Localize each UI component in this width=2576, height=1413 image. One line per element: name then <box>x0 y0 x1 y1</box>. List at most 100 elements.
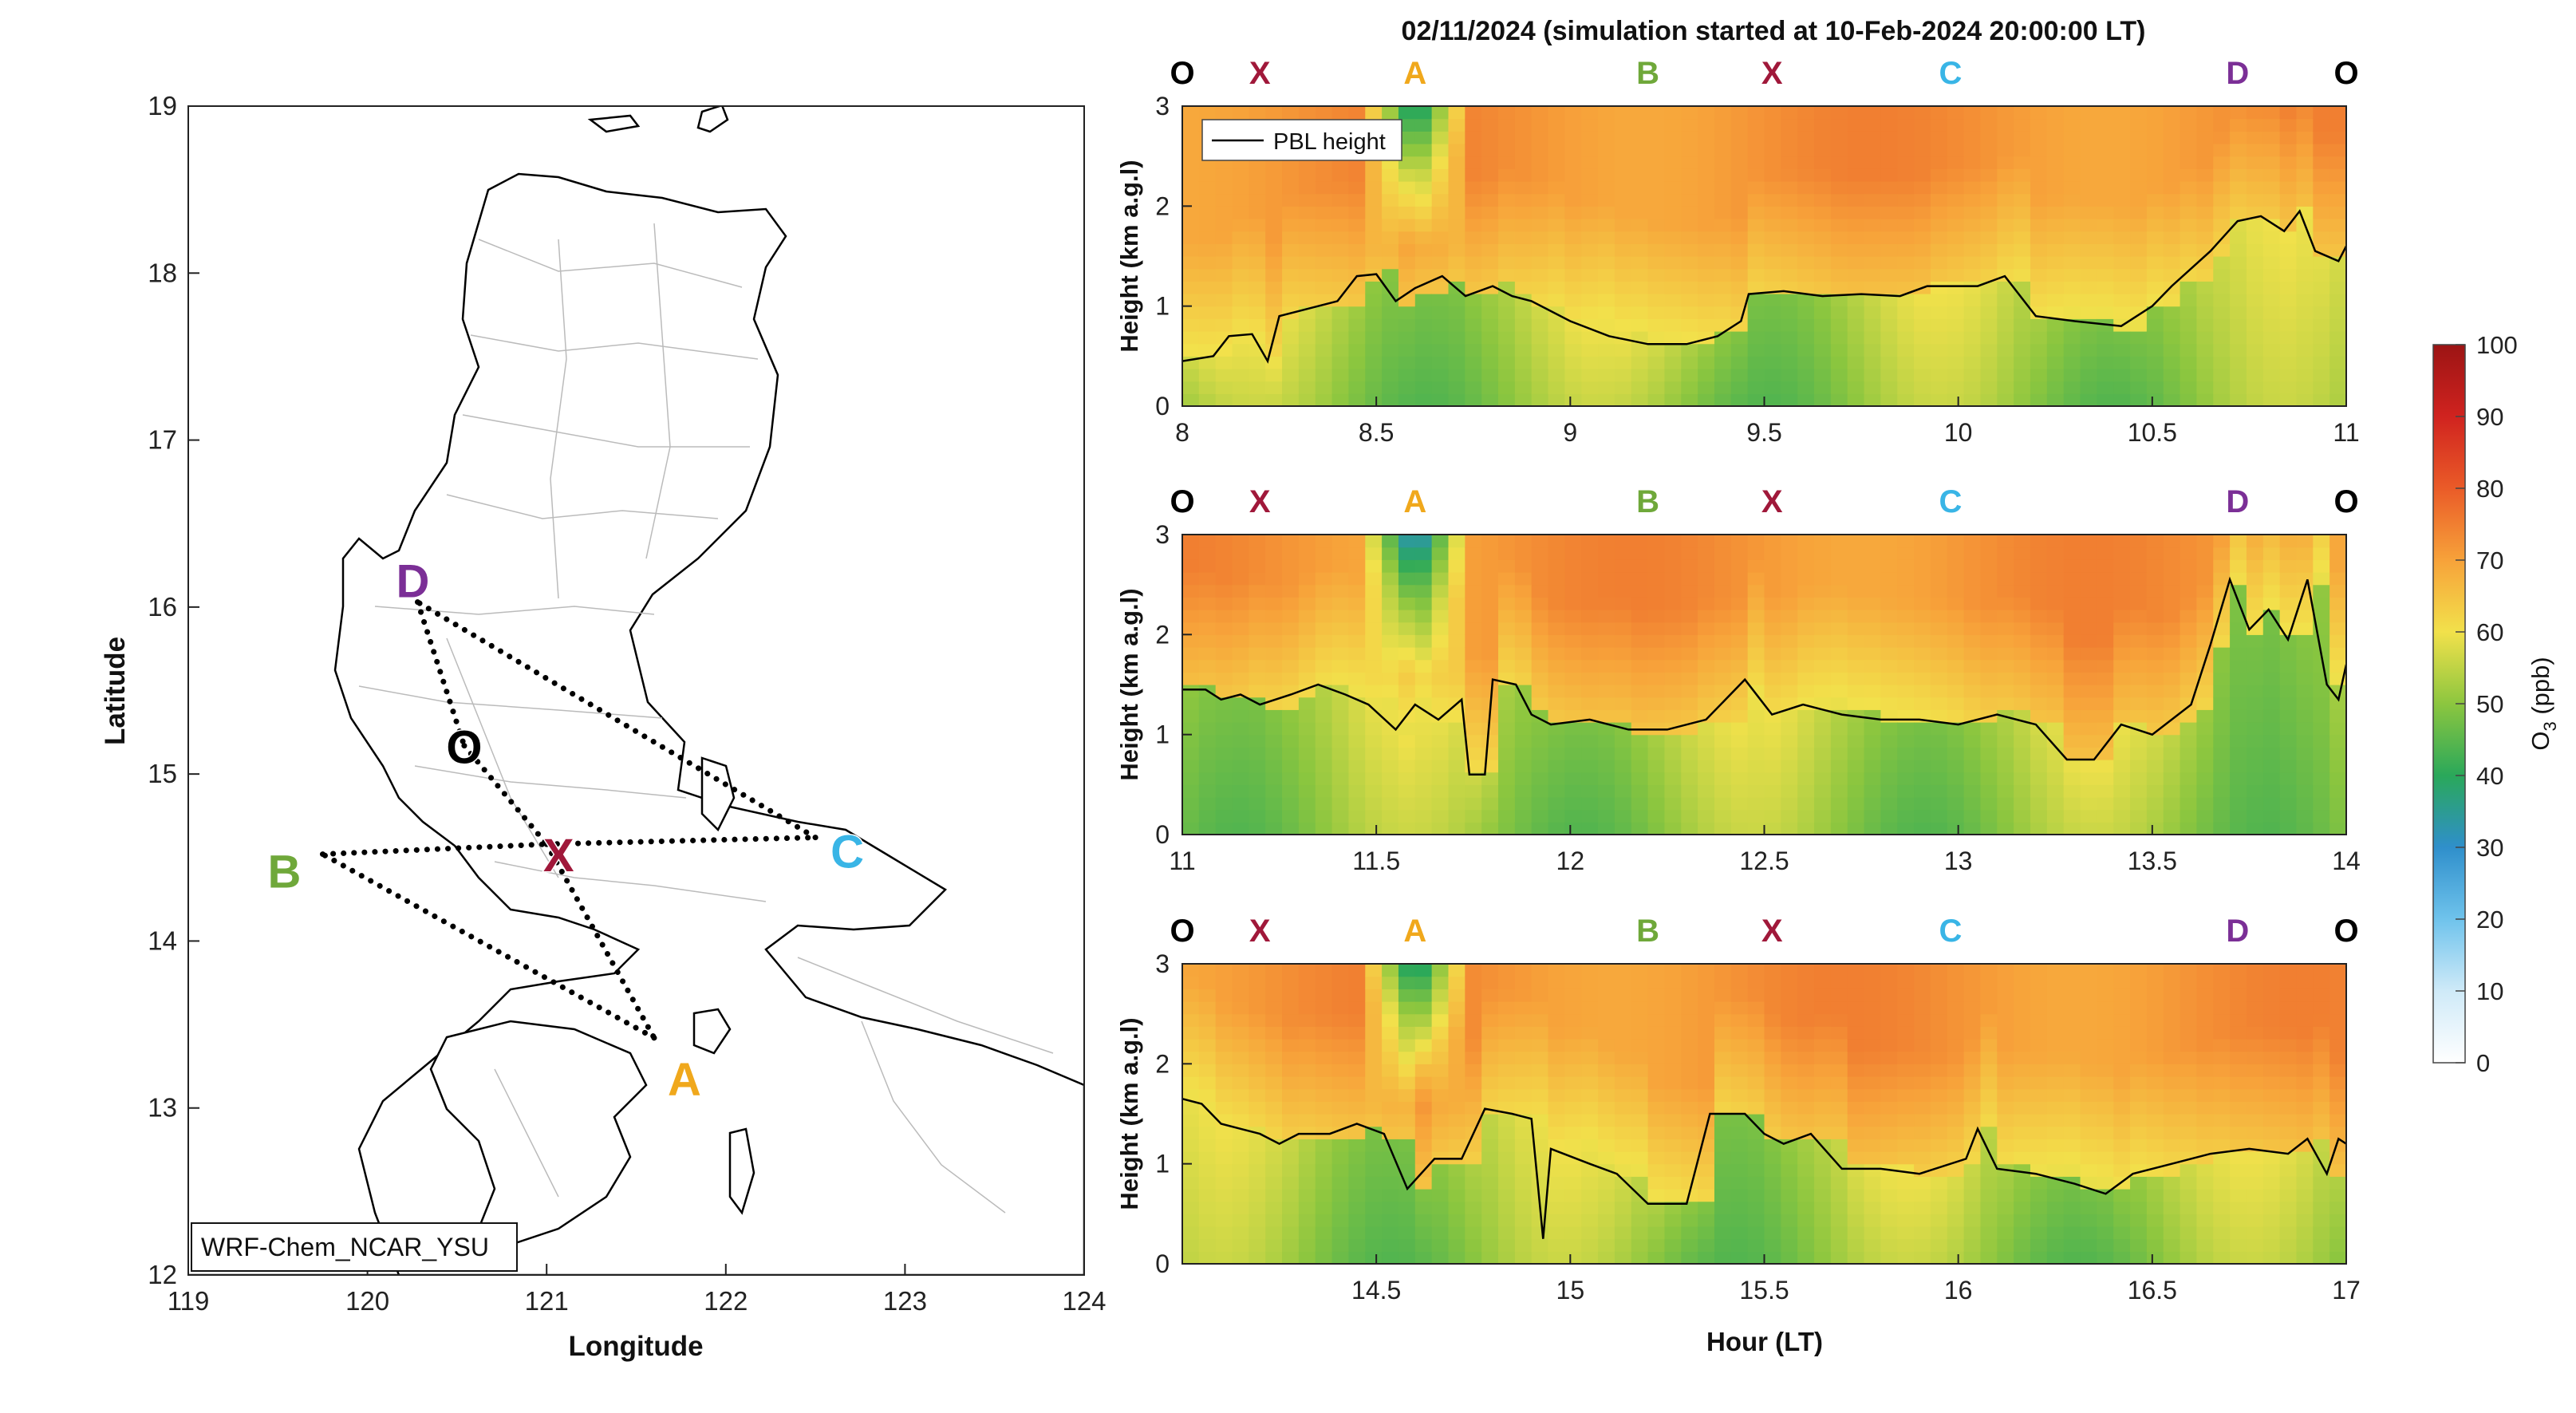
ozone-cell <box>1897 1001 1915 1015</box>
ozone-cell <box>1315 1151 1333 1165</box>
ozone-cell <box>2146 1013 2164 1027</box>
ozone-cell <box>1631 659 1649 673</box>
ozone-cell <box>1548 760 1565 773</box>
ozone-cell <box>1398 206 1416 219</box>
ozone-cell <box>1249 306 1266 319</box>
ozone-cell <box>2113 1126 2131 1139</box>
ozone-cell <box>1864 1001 1881 1015</box>
ozone-cell <box>1331 1076 1350 1090</box>
ozone-cell <box>1714 131 1732 144</box>
ozone-cell <box>2246 343 2264 357</box>
ozone-cell <box>1947 181 1965 195</box>
ozone-cell <box>2262 318 2281 332</box>
ozone-cell <box>1980 1051 1998 1064</box>
ozone-cell <box>2296 369 2314 382</box>
ozone-cell <box>1764 118 1781 132</box>
ozone-cell <box>2180 156 2198 169</box>
ozone-cell <box>1647 1076 1666 1090</box>
ozone-cell <box>1548 256 1565 270</box>
ozone-cell <box>1514 809 1533 823</box>
ozone-cell <box>1880 181 1898 195</box>
ozone-cell <box>1897 1039 1915 1052</box>
ozone-cell <box>1631 797 1649 811</box>
ozone-cell <box>1182 306 1200 319</box>
ozone-cell <box>1598 1064 1615 1077</box>
ozone-cell <box>2080 1139 2097 1152</box>
ozone-cell <box>1548 1201 1565 1214</box>
ozone-cell <box>2296 734 2314 748</box>
ozone-cell <box>1797 1163 1815 1177</box>
ozone-cell <box>1348 747 1366 760</box>
ozone-cell <box>1531 597 1549 610</box>
ozone-cell <box>1947 1139 1965 1152</box>
ozone-cell <box>2130 672 2148 685</box>
ozone-cell <box>1698 1051 1715 1064</box>
ozone-cell <box>1531 1064 1549 1077</box>
ozone-cell <box>2329 559 2346 573</box>
ozone-cell <box>1714 1201 1732 1214</box>
ozone-cell <box>1864 206 1881 219</box>
ozone-cell <box>1814 1076 1832 1090</box>
ozone-cell <box>2180 381 2198 394</box>
ozone-cell <box>1698 772 1715 785</box>
ozone-cell <box>2014 1139 2031 1152</box>
ozone-cell <box>1249 1013 1266 1027</box>
ozone-cell <box>2230 256 2247 270</box>
ozone-cell <box>2063 1101 2081 1115</box>
ozone-cell <box>2030 343 2048 357</box>
ozone-cell <box>1448 572 1466 586</box>
ozone-cell <box>2063 809 2081 823</box>
ozone-cell <box>1598 709 1615 723</box>
ozone-cell <box>1880 131 1898 144</box>
ozone-cell <box>1764 697 1781 710</box>
ozone-cell <box>2180 1064 2198 1077</box>
ozone-cell <box>1864 709 1881 723</box>
ozone-cell <box>1581 1039 1599 1052</box>
ozone-cell <box>1647 1151 1666 1165</box>
ozone-cell <box>1365 1064 1383 1077</box>
ozone-cell <box>1382 1226 1399 1240</box>
ozone-cell <box>2180 219 2198 232</box>
ozone-cell <box>2313 559 2330 573</box>
ozone-cell <box>2146 784 2164 798</box>
ozone-cell <box>1864 964 1881 977</box>
ozone-cell <box>1980 156 1998 169</box>
ozone-cell <box>1930 256 1948 270</box>
ozone-cell <box>2296 634 2314 648</box>
ozone-cell <box>1664 156 1682 169</box>
ozone-cell <box>1481 797 1499 811</box>
ozone-cell <box>1897 181 1915 195</box>
ozone-cell <box>1382 1088 1399 1102</box>
ozone-cell <box>1598 1139 1615 1152</box>
ozone-cell <box>2213 343 2231 357</box>
ozone-cell <box>1282 393 1300 406</box>
ozone-cell <box>2246 294 2264 307</box>
ozone-cell <box>1431 1114 1450 1127</box>
ozone-cell <box>2196 1214 2214 1227</box>
ozone-cell <box>2296 685 2314 698</box>
ozone-cell <box>2063 1151 2081 1165</box>
ozone-cell <box>1448 1251 1466 1264</box>
ozone-cell <box>1398 1126 1416 1139</box>
ozone-cell <box>1581 1013 1599 1027</box>
ozone-cell <box>2180 559 2198 573</box>
ozone-cell <box>1814 1163 1832 1177</box>
ozone-cell <box>1681 1151 1698 1165</box>
ozone-cell <box>1681 747 1698 760</box>
ozone-cell <box>1947 697 1965 710</box>
ozone-cell <box>1681 1226 1698 1240</box>
ozone-cell <box>1814 1051 1832 1064</box>
ozone-cell <box>1598 243 1615 257</box>
ozone-cell <box>1698 381 1715 394</box>
ozone-cell <box>1498 118 1516 132</box>
ozone-cell <box>1414 1051 1433 1064</box>
ozone-cell <box>1182 294 1200 307</box>
ozone-cell <box>1215 1151 1233 1165</box>
ozone-cell <box>2296 559 2314 573</box>
ozone-cell <box>1198 1013 1217 1027</box>
ozone-cell <box>1698 672 1715 685</box>
ozone-cell <box>1614 318 1632 332</box>
ozone-cell <box>1514 206 1533 219</box>
ozone-cell <box>2030 572 2048 586</box>
ozone-cell <box>1714 1176 1732 1190</box>
